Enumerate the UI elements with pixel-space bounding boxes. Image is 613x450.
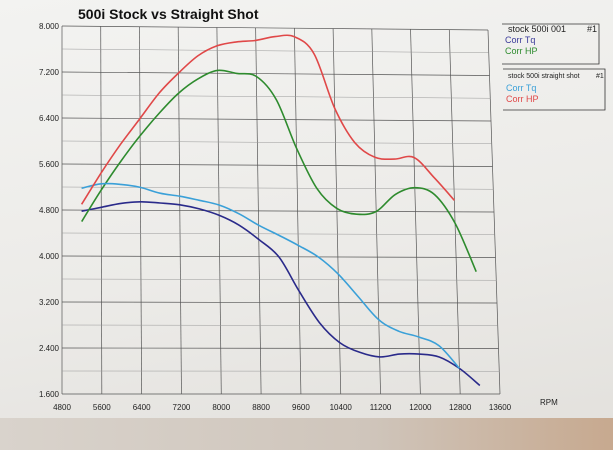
y-tick-label: 1.600 [39, 390, 60, 399]
series-line-4 [80, 34, 455, 205]
x-tick-label: 9600 [292, 403, 310, 412]
y-tick-label: 5.600 [39, 160, 60, 169]
series-lines [80, 34, 481, 387]
legend-2-corr-hp: Corr HP [506, 94, 539, 104]
chart-grid [61, 25, 501, 395]
legend-1-tag: #1 [587, 24, 597, 34]
grid-hline [61, 347, 499, 349]
x-tick-label: 12800 [449, 403, 472, 412]
x-tick-label: 13600 [489, 403, 512, 412]
y-tick-label: 3.200 [39, 298, 60, 307]
grid-hline-minor [61, 48, 489, 53]
x-tick-label: 6400 [133, 403, 151, 412]
y-tick-label: 2.400 [39, 344, 60, 353]
table-surface [0, 418, 613, 450]
x-tick-label: 5600 [93, 403, 111, 412]
legend-1-corr-hp: Corr HP [505, 46, 538, 56]
x-tick-labels: 4800 5600 6400 7200 8000 8800 9600 10400 11200 12… [53, 403, 512, 412]
grid-hline [61, 25, 489, 31]
grid-hline-minor [61, 94, 491, 99]
grid-hline [61, 117, 492, 122]
grid-hline-minor [61, 278, 497, 281]
grid-hline [61, 71, 490, 76]
legend-box-1 [502, 23, 600, 65]
x-tick-label: 4800 [53, 403, 71, 412]
grid-hline-minor [61, 186, 494, 190]
legend-2-tag: #1 [596, 73, 604, 80]
legend-2-corr-tq: Corr Tq [506, 83, 536, 93]
series-line-3 [81, 182, 460, 369]
grid-hline [61, 163, 493, 167]
grid-hline-minor [61, 140, 492, 144]
grid-hline-minor [61, 324, 498, 326]
y-tick-label: 6.400 [39, 114, 60, 123]
series-line-2 [81, 69, 477, 273]
x-tick-label: 10400 [330, 403, 353, 412]
grid-hline [61, 301, 498, 304]
legend-group-1: stock 500i 001 #1 Corr Tq Corr HP [502, 23, 600, 65]
legend-group-2: stock 500i straight shot #1 Corr Tq Corr… [503, 68, 606, 111]
y-tick-label: 8.000 [39, 22, 60, 31]
y-tick-labels: 1.600 2.400 3.200 4.000 4.800 5.600 6.400 7.200… [39, 22, 60, 399]
grid-hline-minor [61, 232, 495, 235]
x-axis-label: RPM [540, 398, 558, 407]
legend-2-title: stock 500i straight shot [508, 73, 580, 80]
legend-1-corr-tq: Corr Tq [505, 35, 535, 45]
legend-1-title: stock 500i 001 [508, 24, 566, 34]
legend-box-2 [503, 68, 606, 111]
y-tick-label: 7.200 [39, 68, 60, 77]
y-tick-label: 4.800 [39, 206, 60, 215]
x-tick-label: 8800 [252, 403, 270, 412]
y-tick-label: 4.000 [39, 252, 60, 261]
series-line-1 [81, 200, 481, 387]
x-tick-label: 7200 [173, 403, 191, 412]
grid-hline [61, 209, 495, 213]
chart-title: 500i Stock vs Straight Shot [78, 6, 259, 22]
x-tick-label: 11200 [370, 403, 392, 412]
x-tick-label: 12000 [409, 403, 432, 412]
x-tick-label: 8000 [212, 403, 230, 412]
